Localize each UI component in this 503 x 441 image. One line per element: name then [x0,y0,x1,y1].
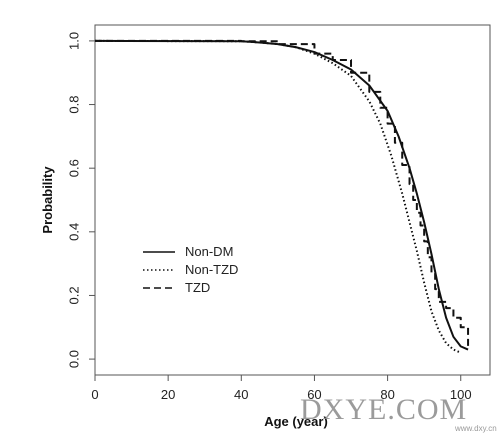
watermark-url: www.dxy.cn [454,424,497,433]
legend-label-non-dm: Non-DM [185,244,233,259]
y-tick-label: 0.0 [66,350,81,368]
plot-frame [94,24,491,376]
x-tick-label: 60 [307,387,321,402]
y-tick-label: 0.6 [66,159,81,177]
y-tick-label: 0.2 [66,286,81,304]
x-tick-label: 80 [380,387,394,402]
legend: Non-DM Non-TZD TZD [143,244,238,295]
series-lines [94,39,470,354]
legend-label-tzd: TZD [185,280,210,295]
axes: 0 20 40 60 80 100 0.0 0.2 0.4 0.6 0.8 1.0 [66,32,471,402]
x-tick-label: 40 [234,387,248,402]
series-line-non-tzd [94,39,462,354]
y-tick-label: 0.8 [66,96,81,114]
series-line-non-dm [94,39,469,351]
y-axis-title: Probability [40,166,55,234]
y-tick-label: 1.0 [66,32,81,50]
x-tick-label: 0 [91,387,98,402]
y-tick-label: 0.4 [66,223,81,241]
legend-label-non-tzd: Non-TZD [185,262,238,277]
watermark-logo: DXYE.COM [300,393,467,426]
x-tick-label: 20 [161,387,175,402]
series-line-tzd [95,39,470,347]
x-axis-title: Age (year) [264,414,328,429]
x-tick-label: 100 [450,387,472,402]
